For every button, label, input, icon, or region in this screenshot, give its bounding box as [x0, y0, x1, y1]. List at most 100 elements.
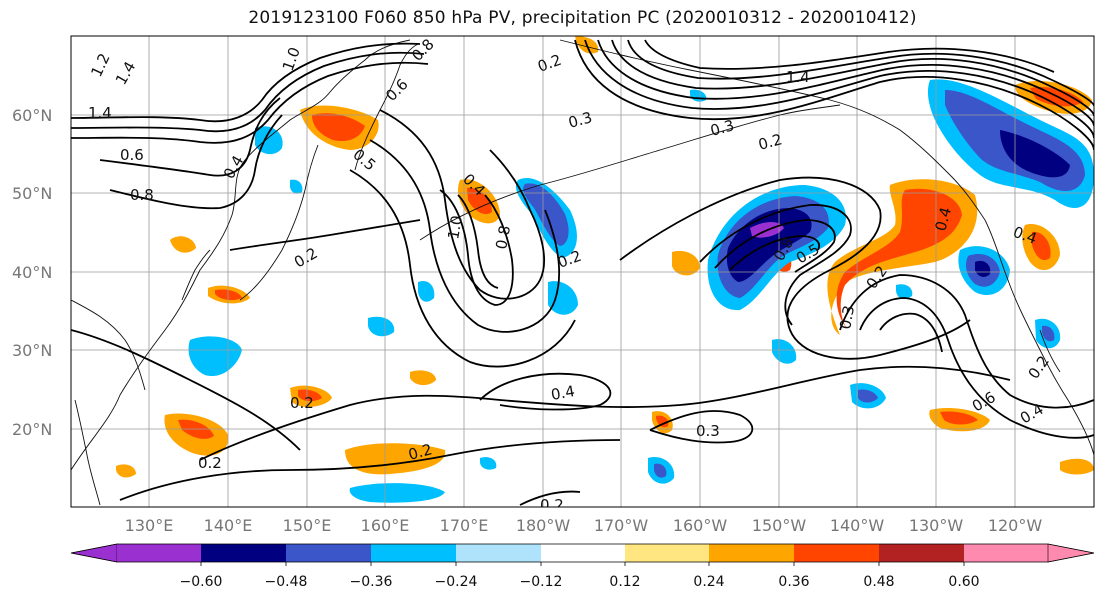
colorbar-segment — [201, 544, 286, 562]
contour-trough3 — [349, 169, 576, 368]
cb-tick-9: 0.48 — [863, 574, 894, 590]
shade-pos-japan-north-core — [312, 113, 365, 142]
lat-axis: 60°N 50°N 40°N 30°N 20°N — [12, 106, 52, 439]
lon-label-170e: 170°E — [440, 516, 489, 535]
lon-label-160w: 160°W — [673, 516, 728, 535]
contour-trough4 — [439, 189, 514, 306]
lon-label-170w: 170°W — [594, 516, 649, 535]
colorbar-arrow-right — [1047, 543, 1095, 563]
coast-japan — [239, 144, 319, 301]
contour-ne4 — [729, 235, 820, 271]
contour-s3 — [119, 439, 621, 501]
clabel-21: 1.4 — [786, 68, 810, 86]
shade-pos-small8 — [116, 464, 136, 478]
lon-label-160e: 160°E — [361, 516, 410, 535]
clabel-13: 0.8 — [492, 224, 514, 251]
colorbar-segment — [286, 544, 371, 562]
coast-china — [71, 299, 146, 391]
contour-n2 — [584, 39, 1094, 139]
contour-n1 — [574, 39, 1094, 151]
clabel-20: 0.3 — [696, 422, 720, 440]
colorbar-segment — [709, 544, 794, 562]
shade-neg-kyushu — [188, 336, 242, 377]
cb-tick-10: 0.60 — [948, 574, 979, 590]
lon-label-150e: 150°E — [283, 516, 332, 535]
shade-neg-small2 — [368, 316, 395, 337]
shade-neg-small4-core — [858, 389, 878, 403]
lat-label-60: 60°N — [12, 106, 52, 125]
contour-trough5 — [457, 194, 499, 289]
shade-neg-nepac-core — [726, 208, 812, 282]
cb-tick-8: 0.36 — [778, 574, 809, 590]
pv-contours — [71, 39, 1094, 506]
shade-pos-small3 — [672, 250, 700, 276]
cb-tick-3: −0.36 — [350, 574, 393, 590]
clabel-27: 0.3 — [836, 304, 858, 331]
contour-w3 — [71, 61, 429, 144]
contour-ne1 — [619, 176, 971, 360]
shade-neg-small1 — [418, 280, 435, 302]
map-panel — [71, 36, 1094, 507]
lat-label-20: 20°N — [12, 420, 52, 439]
colorbar-border — [70, 543, 1095, 563]
contour-s6 — [71, 329, 301, 451]
shade-neg-canada-core — [1000, 130, 1070, 178]
shade-neg-small8 — [896, 284, 913, 299]
colorbar-ticks: −0.60 −0.48 −0.36 −0.24 −0.12 0.12 0.24 … — [180, 574, 980, 590]
contour-ne6 — [859, 297, 1094, 439]
shade-neg-cal-core — [975, 260, 991, 277]
colorbar-segment — [625, 544, 709, 562]
shade-neg-20n — [548, 281, 578, 315]
cb-tick-4: −0.24 — [435, 574, 478, 590]
colorbar-segment — [541, 544, 625, 562]
colorbar-segment — [456, 544, 541, 562]
shade-pos-ne-pac-core — [836, 188, 962, 330]
cb-tick-1: −0.60 — [180, 574, 223, 590]
clabel-23: 0.2 — [756, 130, 784, 154]
colorbar-segment — [964, 544, 1048, 562]
coast-alaska — [559, 39, 986, 221]
shade-neg-small9 — [290, 179, 303, 194]
shade-pos-small4 — [410, 370, 436, 386]
lat-label-50: 50°N — [12, 184, 52, 203]
cb-tick-2: −0.48 — [265, 574, 308, 590]
coast-aleutians — [419, 104, 841, 241]
colorbar-segment — [371, 544, 456, 562]
lon-label-140w: 140°W — [830, 516, 885, 535]
contour-ne2 — [699, 204, 852, 326]
shade-pos-small2-core — [215, 289, 242, 301]
clabel-19: 0.2 — [406, 440, 434, 464]
contour-s7 — [229, 219, 421, 251]
clabel-33: 0.2 — [198, 454, 222, 472]
colorbar-segment — [794, 544, 879, 562]
lon-label-130w: 130°W — [909, 516, 964, 535]
clabel-4: 0.6 — [120, 146, 144, 164]
contour-ne5 — [839, 274, 1094, 409]
map-title: 2019123100 F060 850 hPa PV, precipitatio… — [248, 8, 917, 28]
contour-w4 — [99, 97, 281, 177]
shade-pos-16-core — [298, 389, 322, 402]
contour-n3 — [597, 39, 1094, 127]
clabel-12: 1.0 — [444, 214, 466, 241]
shade-pos-small1 — [170, 236, 196, 253]
clabel-22: 0.3 — [708, 116, 736, 140]
contour-w1 — [71, 42, 421, 123]
contour-w5 — [109, 114, 283, 210]
colorbar-arrow-left — [70, 543, 118, 563]
clabel-35: 0.2 — [540, 496, 564, 514]
clabel-17: 0.2 — [290, 394, 314, 412]
shade-pos-15n-core — [940, 411, 978, 425]
contour-w2 — [71, 51, 425, 133]
contour-s4 — [649, 410, 754, 444]
cb-tick-7: 0.24 — [693, 574, 724, 590]
lon-label-150w: 150°W — [752, 516, 807, 535]
contour-s5 — [519, 490, 581, 506]
shade-pos-small5-core — [656, 415, 669, 428]
lon-label-130e: 130°E — [125, 516, 174, 535]
colorbar-segment — [879, 544, 964, 562]
shade-neg-small6 — [349, 483, 445, 503]
coast-korea — [181, 249, 211, 301]
shade-neg-small7 — [480, 457, 497, 470]
clabel-1: 1.4 — [88, 104, 112, 122]
